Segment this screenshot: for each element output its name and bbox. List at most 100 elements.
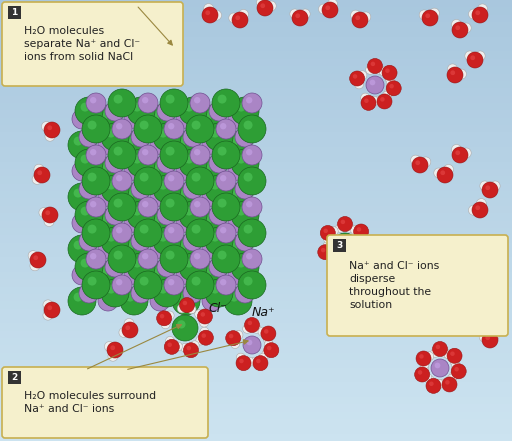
Bar [0, 146, 512, 154]
Circle shape [264, 340, 273, 349]
Text: 1: 1 [11, 8, 17, 17]
Circle shape [236, 15, 240, 20]
Circle shape [187, 305, 196, 314]
Bar [0, 227, 512, 235]
Circle shape [216, 171, 236, 191]
Circle shape [180, 113, 186, 120]
Bar [0, 330, 512, 338]
Circle shape [348, 257, 357, 266]
Circle shape [224, 235, 252, 263]
Circle shape [75, 149, 103, 177]
Circle shape [421, 157, 431, 167]
Circle shape [179, 253, 207, 281]
Bar [0, 28, 512, 37]
Bar [0, 264, 512, 272]
Circle shape [354, 224, 369, 239]
Circle shape [94, 157, 122, 185]
Circle shape [204, 215, 212, 224]
Circle shape [177, 304, 186, 313]
Circle shape [76, 269, 82, 275]
Circle shape [435, 363, 440, 368]
Bar [0, 389, 512, 397]
Circle shape [164, 119, 184, 139]
Circle shape [178, 292, 186, 302]
Circle shape [194, 97, 200, 103]
Circle shape [131, 179, 151, 199]
Circle shape [165, 198, 175, 208]
Circle shape [447, 374, 456, 383]
Circle shape [336, 223, 345, 232]
Bar [0, 205, 512, 213]
Circle shape [135, 131, 141, 138]
Circle shape [46, 210, 50, 215]
Circle shape [142, 201, 148, 207]
Circle shape [205, 227, 233, 255]
Circle shape [226, 331, 241, 346]
Circle shape [122, 322, 138, 338]
Circle shape [86, 197, 106, 217]
Circle shape [28, 250, 38, 261]
Circle shape [79, 231, 99, 251]
Circle shape [190, 249, 210, 269]
Circle shape [75, 253, 103, 281]
Circle shape [411, 155, 421, 165]
Circle shape [472, 7, 488, 23]
Circle shape [239, 9, 248, 19]
Circle shape [194, 201, 200, 207]
Circle shape [385, 88, 394, 97]
Circle shape [242, 197, 262, 217]
Circle shape [228, 161, 248, 181]
Circle shape [202, 135, 222, 155]
Circle shape [127, 149, 155, 177]
Circle shape [202, 187, 222, 207]
Circle shape [418, 370, 422, 375]
Circle shape [34, 164, 44, 174]
Circle shape [321, 225, 335, 240]
Circle shape [445, 380, 450, 385]
Circle shape [194, 253, 200, 259]
Bar [0, 176, 512, 184]
Circle shape [415, 161, 420, 165]
Circle shape [386, 81, 401, 96]
Circle shape [224, 131, 252, 159]
Bar [0, 411, 512, 419]
Circle shape [204, 163, 212, 172]
Circle shape [183, 283, 203, 303]
Circle shape [238, 167, 266, 195]
Circle shape [232, 269, 239, 275]
Circle shape [246, 201, 252, 207]
Bar [0, 308, 512, 316]
Circle shape [75, 201, 103, 229]
Bar [0, 278, 512, 287]
Circle shape [138, 249, 158, 269]
Circle shape [116, 279, 122, 285]
Circle shape [382, 91, 391, 100]
Circle shape [361, 95, 376, 110]
Circle shape [41, 122, 51, 131]
Circle shape [88, 224, 97, 234]
Circle shape [422, 10, 438, 26]
Circle shape [244, 277, 252, 286]
Circle shape [112, 171, 132, 191]
Circle shape [340, 220, 345, 224]
Circle shape [416, 351, 431, 366]
Bar [0, 286, 512, 294]
Circle shape [112, 223, 132, 243]
Circle shape [229, 13, 239, 23]
Circle shape [157, 205, 177, 225]
Circle shape [229, 189, 239, 198]
Circle shape [100, 111, 109, 120]
FancyBboxPatch shape [2, 2, 183, 86]
Circle shape [166, 14, 176, 24]
Circle shape [154, 243, 160, 250]
Circle shape [213, 157, 220, 164]
Circle shape [128, 217, 134, 224]
Circle shape [220, 175, 226, 181]
Circle shape [485, 335, 490, 340]
Bar [0, 102, 512, 110]
Circle shape [237, 103, 246, 112]
Circle shape [257, 0, 267, 7]
Circle shape [425, 13, 430, 18]
Circle shape [475, 275, 480, 280]
Circle shape [153, 123, 181, 151]
